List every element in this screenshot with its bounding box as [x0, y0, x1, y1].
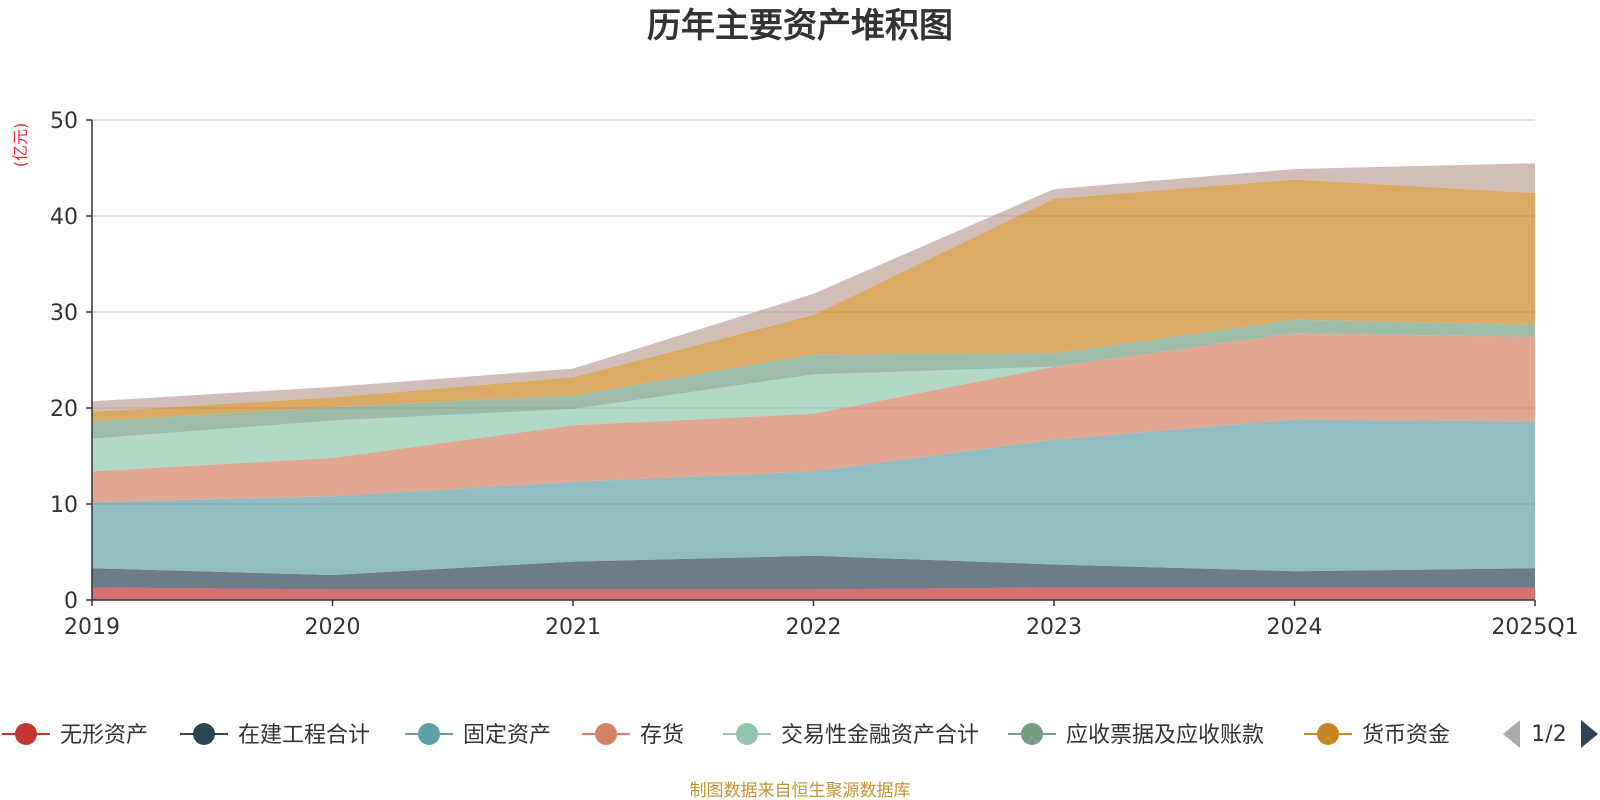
x-tick-label-2: 2021	[545, 615, 601, 640]
chart-title: 历年主要资产堆积图	[647, 6, 953, 46]
area-series-3[interactable]	[92, 333, 1535, 503]
legend-next-page-icon[interactable]	[1581, 720, 1598, 748]
legend-marker-5	[1021, 723, 1043, 745]
area-series-group	[92, 163, 1535, 600]
area-series-5[interactable]	[92, 319, 1535, 439]
legend-item-0[interactable]: 无形资产	[2, 723, 148, 748]
legend-label-1: 在建工程合计	[238, 723, 370, 748]
y-tick-label-20: 20	[50, 397, 78, 422]
x-tick-label-1: 2020	[305, 615, 361, 640]
legend-marker-6	[1317, 723, 1339, 745]
area-series-0[interactable]	[92, 587, 1535, 601]
legend-prev-page-icon[interactable]	[1503, 720, 1520, 748]
legend-label-5: 应收票据及应收账款	[1066, 723, 1264, 748]
y-tick-label-40: 40	[50, 205, 78, 230]
x-tick-label-6: 2025Q1	[1491, 615, 1578, 640]
legend-item-1[interactable]: 在建工程合计	[180, 723, 370, 748]
legend-label-0: 无形资产	[60, 723, 148, 748]
legend-label-2: 固定资产	[463, 723, 551, 748]
x-tick-label-4: 2023	[1026, 615, 1082, 640]
y-tick-label-30: 30	[50, 301, 78, 326]
legend[interactable]: 无形资产 在建工程合计 固定资产 存货 交易性金融资产合计 应收票据及应收账款 货币资金	[2, 723, 1450, 748]
source-note: 制图数据来自恒生聚源数据库	[690, 781, 911, 800]
legend-item-4[interactable]: 交易性金融资产合计	[723, 723, 979, 748]
axes: 0 10 20 30 40 50 2019 2020 2021 2022 2023 2024 2025Q…	[50, 109, 1579, 640]
x-tick-label-0: 2019	[64, 615, 120, 640]
x-tick-label-3: 2022	[786, 615, 842, 640]
legend-page-label: 1/2	[1531, 722, 1566, 747]
legend-marker-3	[595, 723, 617, 745]
legend-item-5[interactable]: 应收票据及应收账款	[1008, 723, 1264, 748]
legend-marker-2	[418, 723, 440, 745]
x-tick-label-5: 2024	[1267, 615, 1323, 640]
legend-label-6: 货币资金	[1362, 723, 1450, 748]
legend-item-2[interactable]: 固定资产	[405, 723, 551, 748]
legend-label-3: 存货	[640, 723, 684, 748]
y-tick-label-50: 50	[50, 109, 78, 134]
y-axis-unit-label: (亿元)	[11, 123, 30, 168]
legend-label-4: 交易性金融资产合计	[781, 723, 979, 748]
y-tick-label-10: 10	[50, 493, 78, 518]
legend-pager[interactable]: 1/2	[1503, 720, 1598, 748]
area-series-4[interactable]	[92, 333, 1535, 472]
legend-marker-0	[15, 723, 37, 745]
area-series-6[interactable]	[92, 179, 1535, 422]
legend-item-6[interactable]: 货币资金	[1304, 723, 1450, 748]
y-tick-label-0: 0	[64, 589, 78, 614]
legend-marker-4	[736, 723, 758, 745]
area-series-2[interactable]	[92, 419, 1535, 576]
area-series-1[interactable]	[92, 555, 1535, 590]
legend-item-3[interactable]: 存货	[582, 723, 684, 748]
legend-marker-1	[193, 723, 215, 745]
